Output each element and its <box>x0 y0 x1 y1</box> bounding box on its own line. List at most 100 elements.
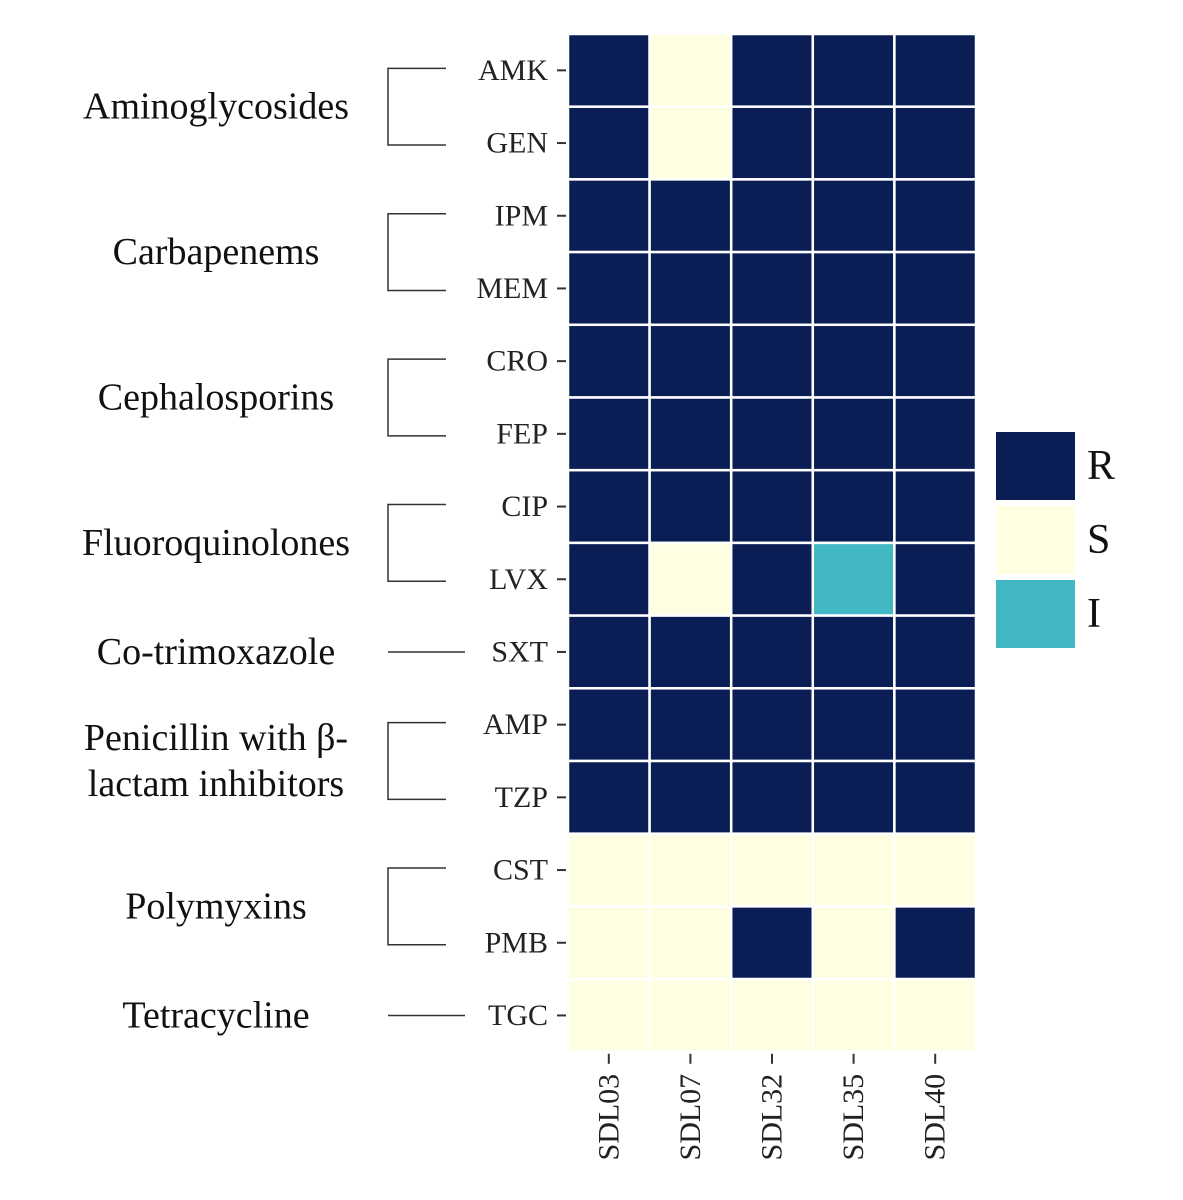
heatmap-cell-TZP-SDL35 <box>811 759 896 835</box>
column-axis: SDL03 SDL07 SDL32 SDL35 SDL40 <box>592 1053 952 1161</box>
heatmap-cell-LVX-SDL32 <box>729 541 815 617</box>
heatmap-cell-MEM-SDL07 <box>648 250 733 327</box>
row-axis: AMK GEN IPM MEM CRO FEP CIP LVX SXT AMP TZP CST PMB T… <box>476 54 566 1032</box>
heatmap-cell-SXT-SDL07 <box>648 614 733 690</box>
heatmap-cell-GEN-SDL32 <box>729 105 815 181</box>
heatmap-cell-LVX-SDL07 <box>648 541 733 617</box>
heatmap-cell-TZP-SDL32 <box>729 759 815 835</box>
legend-swatch-S <box>996 506 1075 574</box>
heatmap-cell-CST-SDL35 <box>811 832 896 908</box>
heatmap-cells <box>566 32 978 1054</box>
row-label-IPM: IPM <box>495 199 548 232</box>
heatmap-cell-SXT-SDL40 <box>893 614 978 690</box>
heatmap-cell-CRO-SDL35 <box>811 323 896 399</box>
heatmap-cell-TGC-SDL32 <box>729 977 815 1054</box>
heatmap-cell-CST-SDL03 <box>566 832 651 908</box>
heatmap-cell-IPM-SDL40 <box>893 178 978 254</box>
heatmap-cell-PMB-SDL07 <box>648 905 733 981</box>
group-bracket <box>387 867 446 946</box>
heatmap-cell-CIP-SDL32 <box>729 468 815 545</box>
heatmap-cell-IPM-SDL32 <box>729 178 815 254</box>
heatmap-cell-GEN-SDL03 <box>566 105 651 181</box>
row-label-CST: CST <box>493 854 548 887</box>
group-label: Polymyxins <box>125 885 307 927</box>
heatmap-cell-AMK-SDL35 <box>811 32 896 108</box>
heatmap-cell-GEN-SDL07 <box>648 105 733 181</box>
row-label-TGC: TGC <box>488 999 548 1032</box>
group-bracket <box>387 503 446 582</box>
heatmap-cell-TGC-SDL40 <box>893 977 978 1054</box>
heatmap-cell-SXT-SDL03 <box>566 614 651 690</box>
heatmap-cell-CRO-SDL40 <box>893 323 978 399</box>
group-label: Cephalosporins <box>98 377 334 419</box>
heatmap-cell-LVX-SDL40 <box>893 541 978 617</box>
heatmap-cell-PMB-SDL35 <box>811 905 896 981</box>
heatmap-cell-TZP-SDL07 <box>648 759 733 835</box>
heatmap-cell-FEP-SDL32 <box>729 396 815 472</box>
group-bracket <box>387 358 446 437</box>
heatmap-cell-AMP-SDL07 <box>648 687 733 763</box>
heatmap-cell-FEP-SDL07 <box>648 396 733 472</box>
row-label-LVX: LVX <box>489 563 548 596</box>
heatmap-cell-IPM-SDL35 <box>811 178 896 254</box>
heatmap-cell-AMK-SDL32 <box>729 32 815 108</box>
group-label: Penicillin with β- <box>84 717 348 759</box>
row-label-AMK: AMK <box>478 54 548 87</box>
heatmap-cell-FEP-SDL40 <box>893 396 978 472</box>
heatmap-cell-MEM-SDL35 <box>811 250 896 327</box>
heatmap-cell-CST-SDL32 <box>729 832 815 908</box>
heatmap-cell-LVX-SDL03 <box>566 541 651 617</box>
heatmap-cell-CST-SDL07 <box>648 832 733 908</box>
heatmap-cell-SXT-SDL32 <box>729 614 815 690</box>
group-label: Fluoroquinolones <box>82 522 350 564</box>
column-label-SDL32: SDL32 <box>756 1074 789 1161</box>
row-label-SXT: SXT <box>491 635 548 668</box>
heatmap-cell-AMK-SDL40 <box>893 32 978 108</box>
heatmap-cell-LVX-SDL35 <box>811 541 896 617</box>
group-label: Carbapenems <box>113 231 320 273</box>
row-label-TZP: TZP <box>495 781 548 814</box>
heatmap-cell-PMB-SDL32 <box>729 905 815 981</box>
column-label-SDL40: SDL40 <box>919 1074 952 1161</box>
legend-swatch-I <box>996 580 1075 648</box>
heatmap-cell-CRO-SDL07 <box>648 323 733 399</box>
heatmap-cell-CST-SDL40 <box>893 832 978 908</box>
heatmap-cell-AMP-SDL40 <box>893 687 978 763</box>
heatmap-cell-IPM-SDL03 <box>566 178 651 254</box>
heatmap-cell-FEP-SDL35 <box>811 396 896 472</box>
heatmap-cell-TGC-SDL07 <box>648 977 733 1054</box>
column-label-SDL35: SDL35 <box>837 1074 870 1161</box>
heatmap-cell-SXT-SDL35 <box>811 614 896 690</box>
heatmap-cell-TGC-SDL03 <box>566 977 651 1054</box>
row-label-FEP: FEP <box>496 417 548 450</box>
legend-label-I: I <box>1087 591 1101 637</box>
heatmap-cell-TGC-SDL35 <box>811 977 896 1054</box>
legend-label-S: S <box>1087 517 1110 563</box>
heatmap-cell-CRO-SDL32 <box>729 323 815 399</box>
drug-class-groups: Aminoglycosides Carbapenems Cephalosporins… <box>82 67 465 1036</box>
row-label-MEM: MEM <box>476 272 548 305</box>
heatmap-cell-GEN-SDL35 <box>811 105 896 181</box>
heatmap-cell-TZP-SDL40 <box>893 759 978 835</box>
legend: RSI <box>996 432 1115 648</box>
row-label-AMP: AMP <box>483 708 548 741</box>
group-bracket <box>387 67 446 146</box>
heatmap-cell-CIP-SDL40 <box>893 468 978 545</box>
heatmap-cell-MEM-SDL32 <box>729 250 815 327</box>
heatmap-cell-TZP-SDL03 <box>566 759 651 835</box>
heatmap-cell-AMP-SDL32 <box>729 687 815 763</box>
heatmap-cell-PMB-SDL40 <box>893 905 978 981</box>
group-label: Aminoglycosides <box>83 86 349 128</box>
row-label-GEN: GEN <box>486 127 548 160</box>
group-bracket <box>387 213 446 292</box>
group-bracket <box>387 721 446 801</box>
group-label: lactam inhibitors <box>88 763 344 805</box>
legend-swatch-R <box>996 432 1075 500</box>
group-label: Co-trimoxazole <box>97 631 335 673</box>
heatmap-cell-FEP-SDL03 <box>566 396 651 472</box>
row-label-PMB: PMB <box>485 926 548 959</box>
heatmap-cell-CRO-SDL03 <box>566 323 651 399</box>
group-label: Tetracycline <box>122 994 309 1036</box>
heatmap-cell-AMP-SDL35 <box>811 687 896 763</box>
